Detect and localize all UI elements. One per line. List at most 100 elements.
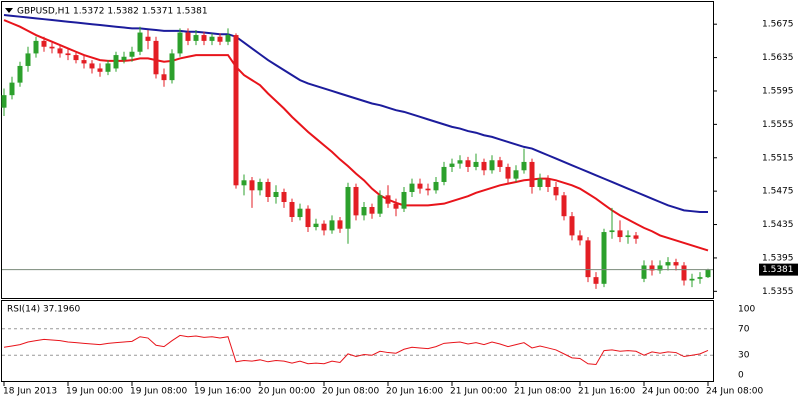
x-tick-label: 19 Jun 00:00 xyxy=(66,387,123,397)
y-tick-label: 1.5595 xyxy=(762,86,794,96)
candle-body xyxy=(41,40,47,47)
x-tick-label: 18 Jun 2013 xyxy=(3,387,57,397)
candle-body xyxy=(145,36,151,41)
x-tick-label: 20 Jun 16:00 xyxy=(386,387,443,397)
chart-title: GBPUSD,H1 1.5372 1.5382 1.5371 1.5381 xyxy=(17,7,208,17)
candle-body xyxy=(193,35,199,41)
y-tick-label: 30 xyxy=(738,351,750,361)
candle-body xyxy=(217,36,223,42)
candle-body xyxy=(681,265,687,281)
rsi-panel-frame xyxy=(1,300,714,382)
x-tick-label: 21 Jun 08:00 xyxy=(514,387,571,397)
candle-body xyxy=(265,181,271,197)
candle-body xyxy=(345,186,351,229)
candle-body xyxy=(73,55,79,61)
candle-body xyxy=(313,223,319,228)
candle-body xyxy=(169,53,175,81)
candle-body xyxy=(161,74,167,81)
candle-body xyxy=(521,161,527,171)
candle-body xyxy=(537,178,543,187)
x-tick-label: 19 Jun 16:00 xyxy=(194,387,251,397)
candle-body xyxy=(281,191,287,203)
candle-body xyxy=(665,262,671,266)
candle-body xyxy=(201,35,207,41)
rsi-title: RSI(14) 37.1960 xyxy=(7,305,80,315)
candle-body xyxy=(233,35,239,186)
x-tick-label: 19 Jun 08:00 xyxy=(130,387,187,397)
candle-body xyxy=(225,35,231,42)
candle-body xyxy=(257,181,263,191)
candle-body xyxy=(153,40,159,75)
candle-body xyxy=(457,160,463,164)
candle-body xyxy=(545,178,551,187)
candle-body xyxy=(529,161,535,187)
candle-body xyxy=(113,55,119,69)
candle-body xyxy=(33,40,39,54)
candle-body xyxy=(185,32,191,41)
moving-average xyxy=(3,14,708,214)
candle-body xyxy=(361,207,367,216)
price-panel-frame xyxy=(1,1,714,299)
candle-body xyxy=(121,56,127,61)
candle-body xyxy=(417,183,423,189)
candle-body xyxy=(353,186,359,216)
candle-body xyxy=(137,32,143,52)
candle-body xyxy=(25,53,31,66)
y-tick-label: 1.5395 xyxy=(762,253,794,263)
candle-body xyxy=(321,223,327,231)
candle-body xyxy=(369,207,375,214)
candle-body xyxy=(593,277,599,284)
x-tick-label: 24 Jun 00:00 xyxy=(642,387,699,397)
candle-body xyxy=(673,262,679,266)
y-tick-label: 70 xyxy=(738,324,750,334)
candle-body xyxy=(409,183,415,192)
candle-body xyxy=(657,265,663,271)
candle-body xyxy=(305,208,311,228)
candle-body xyxy=(177,32,183,54)
candle-body xyxy=(561,195,567,217)
candle-body xyxy=(65,53,71,56)
candle-body xyxy=(49,46,55,49)
candle-body xyxy=(17,65,23,83)
candle-body xyxy=(633,235,639,239)
candle-body xyxy=(481,161,487,171)
candle-body xyxy=(625,235,631,238)
candle-body xyxy=(705,269,711,278)
current-price-label: 1.5381 xyxy=(762,265,794,275)
candle-body xyxy=(497,160,503,167)
candle-body xyxy=(337,220,343,229)
candle-body xyxy=(329,220,335,231)
chart-menu-icon[interactable] xyxy=(5,8,13,13)
candle-body xyxy=(505,166,511,179)
x-tick-label: 20 Jun 08:00 xyxy=(322,387,379,397)
candle-body xyxy=(9,82,15,96)
candle-body xyxy=(585,240,591,278)
x-tick-label: 20 Jun 00:00 xyxy=(258,387,315,397)
candle-body xyxy=(617,230,623,238)
candle-body xyxy=(209,36,215,41)
candle-body xyxy=(641,265,647,279)
y-tick-label: 1.5555 xyxy=(762,120,794,130)
candle-body xyxy=(289,202,295,218)
candle-body xyxy=(441,166,447,182)
candle-body xyxy=(465,160,471,167)
candle-body xyxy=(385,195,391,204)
candle-body xyxy=(249,180,255,191)
y-tick-label: 1.5635 xyxy=(762,53,794,63)
candle-body xyxy=(649,265,655,271)
y-tick-label: 1.5355 xyxy=(762,287,794,297)
candle-body xyxy=(297,208,303,218)
x-tick-label: 21 Jun 16:00 xyxy=(578,387,635,397)
candle-body xyxy=(489,160,495,171)
candle-body xyxy=(601,232,607,284)
candle-body xyxy=(433,181,439,191)
current-price-box xyxy=(759,263,798,276)
candle-body xyxy=(89,63,95,69)
candle-body xyxy=(569,216,575,236)
candle-body xyxy=(449,163,455,167)
candle-body xyxy=(401,191,407,209)
candle-body xyxy=(393,203,399,209)
